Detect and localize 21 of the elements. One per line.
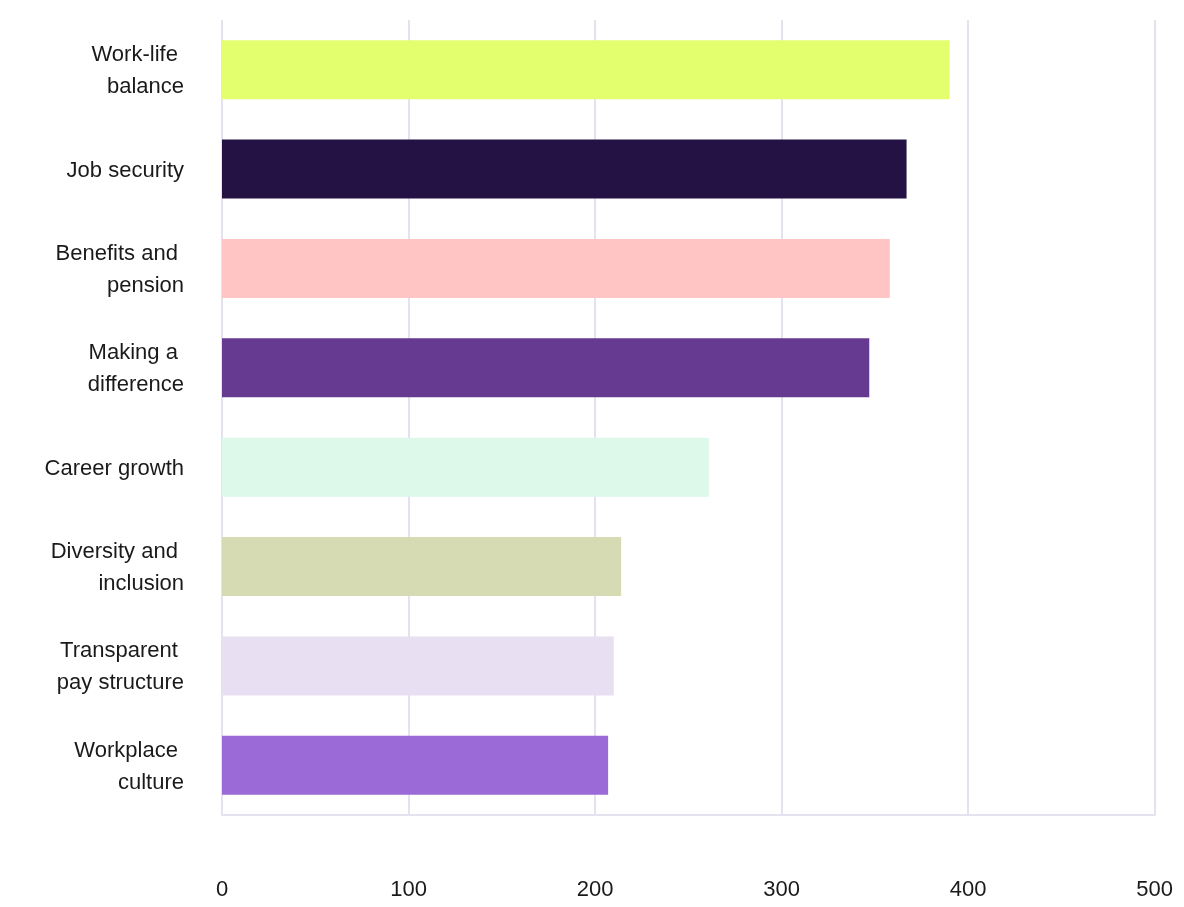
y-tick-label: Workplace culture (74, 736, 184, 794)
y-tick-label: Making a difference (87, 339, 184, 397)
y-tick-label: Transparent pay structure (56, 637, 184, 695)
x-tick-label: 0 (215, 875, 229, 901)
y-tick-label: Work-life balance (91, 41, 184, 99)
bar (222, 338, 870, 398)
y-tick-label: Benefits and pension (55, 239, 184, 297)
x-tick-label: 400 (949, 875, 987, 901)
x-tick-label: 300 (763, 875, 800, 901)
y-tick-label: Diversity and inclusion (50, 538, 184, 596)
y-tick-label: Job security (66, 156, 184, 182)
x-tick-label: 100 (390, 875, 427, 901)
y-tick-label: Career growth (44, 454, 184, 480)
bar (222, 238, 890, 298)
x-tick-label: 200 (576, 875, 614, 901)
bar (222, 40, 950, 100)
bar (222, 437, 709, 497)
x-tick-label: 500 (1136, 875, 1174, 901)
bar (222, 735, 609, 795)
bar (222, 139, 907, 199)
bar (222, 537, 622, 597)
